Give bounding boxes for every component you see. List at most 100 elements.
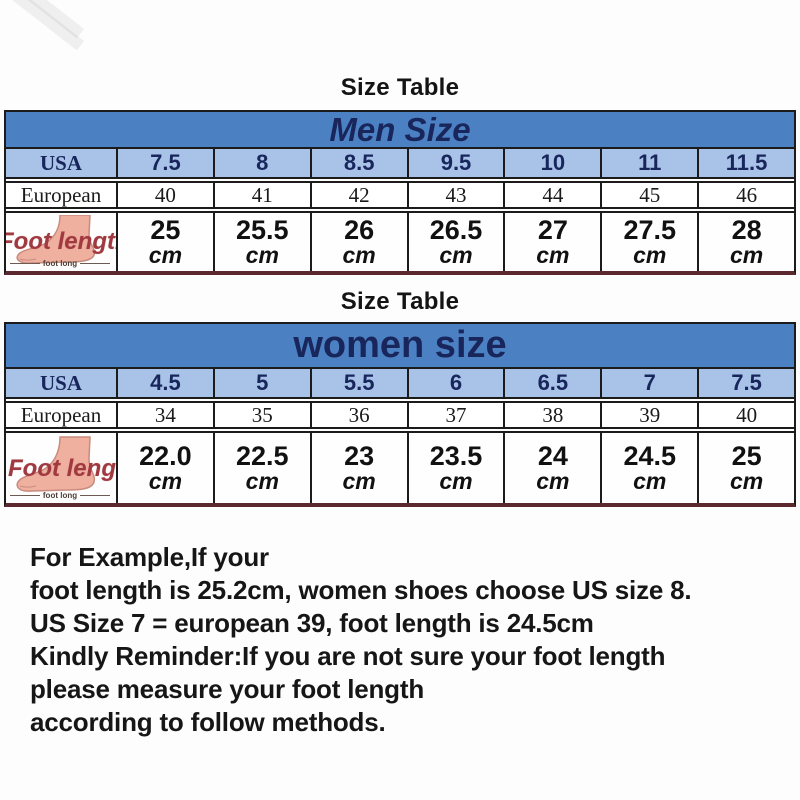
table-cell: 4.5 — [118, 369, 215, 397]
table-cell: 22.0 cm — [118, 433, 215, 503]
unit-label: cm — [148, 468, 183, 495]
table-cell: 8.5 — [312, 149, 409, 177]
foot-length-value: 27.5 — [623, 214, 676, 245]
table-cell: 25.5 cm — [215, 213, 312, 271]
foot-length-value: 23 — [344, 440, 375, 471]
unit-label: cm — [342, 242, 376, 269]
men-foot-length-label: Foot length — [6, 228, 116, 256]
note-line: please measure your foot length — [30, 674, 425, 704]
table-cell: 44 — [505, 183, 603, 207]
unit-label: cm — [342, 468, 376, 495]
row-divider — [6, 399, 794, 401]
foot-icon — [16, 215, 96, 264]
men-foot-length-label-cell: Foot length foot long — [6, 213, 118, 271]
foot-length-value: 23.5 — [429, 440, 483, 471]
men-size-table-title: Size Table — [340, 74, 460, 101]
unit-label: cm — [439, 242, 473, 269]
table-cell: 41 — [215, 183, 312, 207]
row-divider — [6, 179, 794, 181]
unit-label: cm — [536, 242, 570, 269]
note-line: For Example,If your — [30, 542, 269, 572]
table-cell: 25 cm — [118, 213, 215, 271]
foot-length-value: 22.0 — [139, 440, 192, 471]
unit-label: cm — [729, 468, 764, 495]
table-cell: 26 cm — [312, 213, 409, 271]
measure-line-left — [10, 263, 40, 265]
note-line: according to follow methods. — [30, 707, 386, 737]
men-size-table: Men Size USA 7.5 8 8.5 9.5 10 11 11.5 Eu… — [4, 110, 796, 275]
women-foot-length-row: Foot length foot long 22.0cm 22.5cm 23cm… — [6, 431, 794, 503]
note-line: foot length is 25.2cm, women shoes choos… — [30, 575, 692, 605]
unit-label: cm — [536, 468, 570, 495]
women-usa-label: USA — [6, 369, 118, 397]
table-cell: 9.5 — [409, 149, 506, 177]
table-cell: 27 cm — [505, 213, 603, 271]
row-divider — [6, 429, 794, 431]
men-usa-label: USA — [6, 149, 118, 177]
table-cell: 5.5 — [312, 369, 409, 397]
foot-length-value: 24.5 — [623, 440, 676, 471]
foot-length-value: 25 — [731, 440, 762, 471]
table-cell: 11 — [602, 149, 700, 177]
women-usa-row: USA 4.5 5 5.5 6 6.5 7 7.5 — [6, 369, 794, 399]
table-cell: 26.5 cm — [409, 213, 506, 271]
women-foot-length-label: Foot length — [8, 454, 116, 482]
measure-line-left — [10, 495, 40, 497]
foot-length-value: 24 — [537, 440, 568, 471]
table-cell: 27.5 cm — [602, 213, 700, 271]
foot-measure-line: foot long — [10, 490, 110, 500]
women-european-label: European — [6, 403, 118, 427]
row-divider — [6, 209, 794, 211]
table-cell: 7.5 — [118, 149, 215, 177]
table-cell: 6 — [409, 369, 506, 397]
unit-label: cm — [439, 468, 473, 495]
table-cell: 25 cm — [699, 433, 794, 503]
table-cell: 28 cm — [699, 213, 794, 271]
table-cell: 46 — [736, 182, 758, 207]
unit-label: cm — [148, 242, 183, 269]
foot-length-value: 27 — [537, 214, 568, 245]
table-cell: 45 — [602, 183, 700, 207]
foot-length-value: 22.5 — [236, 440, 289, 471]
measure-line-right — [80, 263, 110, 265]
table-cell: 11.5 — [725, 150, 768, 175]
table-cell: 36 — [312, 403, 409, 427]
table-cell: 7.5 — [731, 370, 762, 395]
foot-measure-line: foot long — [10, 259, 110, 268]
table-cell: 37 — [409, 403, 506, 427]
table-cell: 6.5 — [505, 369, 603, 397]
women-table-header: women size — [6, 324, 794, 369]
table-cell: 34 — [118, 403, 215, 427]
table-cell: 40 — [736, 402, 758, 427]
foot-measure-caption: foot long — [42, 490, 78, 500]
foot-length-value: 28 — [731, 214, 762, 245]
foot-length-value: 25 — [150, 214, 181, 245]
size-guide-notes: For Example,If your foot length is 25.2c… — [30, 541, 780, 739]
table-cell: 22.5 cm — [215, 433, 312, 503]
table-cell: 7 — [602, 369, 700, 397]
women-foot-length-label-cell: Foot length foot long — [6, 433, 118, 503]
table-cell: 23 cm — [312, 433, 409, 503]
men-european-label: European — [6, 183, 118, 207]
table-cell: 24.5 cm — [602, 433, 700, 503]
foot-length-value: 25.5 — [236, 214, 289, 245]
foot-length-value: 26.5 — [429, 214, 483, 245]
note-line: US Size 7 = european 39, foot length is … — [30, 608, 594, 638]
table-cell: 23.5 cm — [409, 433, 506, 503]
table-cell: 8 — [215, 149, 312, 177]
foot-icon — [16, 436, 96, 492]
table-cell: 10 — [505, 149, 603, 177]
women-size-table: women size USA 4.5 5 5.5 6 6.5 7 7.5 Eur… — [4, 322, 796, 507]
measure-line-right — [80, 495, 110, 497]
unit-label: cm — [245, 242, 279, 269]
men-usa-row: USA 7.5 8 8.5 9.5 10 11 11.5 — [6, 149, 794, 179]
table-cell: 42 — [312, 183, 409, 207]
table-cell: 38 — [505, 403, 603, 427]
table-cell: 5 — [215, 369, 312, 397]
unit-label: cm — [633, 242, 667, 269]
women-size-table-title: Size Table — [340, 288, 460, 315]
table-cell: 43 — [409, 183, 506, 207]
unit-label: cm — [633, 468, 667, 495]
